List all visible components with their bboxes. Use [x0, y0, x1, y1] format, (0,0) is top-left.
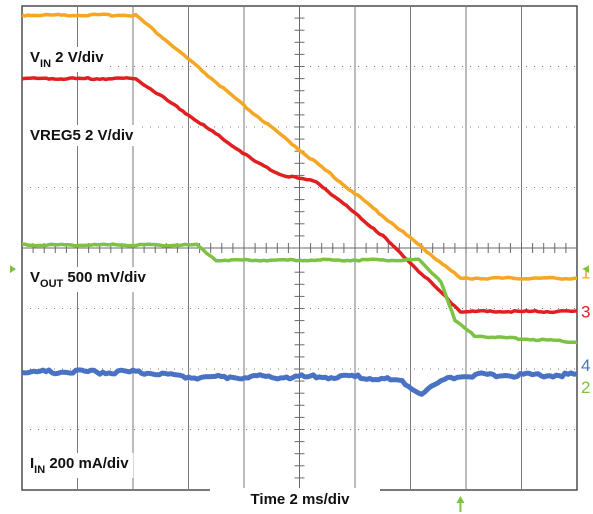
annotation-background: [26, 267, 151, 292]
trigger-position-arrow: [456, 496, 465, 503]
annotation-3: VOUT 500 mV/div: [30, 269, 146, 290]
channel-marker-4: 4: [581, 356, 590, 375]
annotation-background: [26, 453, 134, 478]
annotation-sub: IN: [34, 464, 45, 476]
channel-marker-1: 1: [581, 263, 590, 282]
markers: [10, 265, 589, 512]
annotation-rest: 2 V/div: [51, 49, 104, 66]
annotation-sub: IN: [40, 58, 51, 70]
graticule: [22, 6, 577, 490]
annotation-background: [26, 125, 139, 146]
annotation-4: IIN 200 mA/div: [30, 455, 129, 476]
annotation-sub: OUT: [40, 278, 64, 290]
trace-ch3: [21, 75, 578, 315]
annotation-rest: 500 mV/div: [63, 269, 146, 286]
annotation-1: VIN 2 V/div: [30, 49, 104, 70]
time-scale-label: Time 2 ms/div: [251, 491, 351, 508]
trace-ch4: [21, 367, 578, 397]
annotation-main: V: [30, 49, 40, 66]
annotation-2: VREG5 2 V/div: [30, 127, 134, 144]
annotation-rest: 200 mA/div: [45, 455, 129, 472]
trace-ch1: [21, 12, 577, 281]
traces: 1 3 2 4: [21, 12, 590, 397]
channel-marker-2: 2: [581, 378, 590, 397]
trace-ch2: [22, 242, 578, 345]
annotation-main: I: [30, 455, 34, 472]
channel-marker-3: 3: [581, 303, 590, 322]
trigger-level-arrow-right: [583, 265, 589, 274]
annotation-main: VREG5 2 V/div: [30, 127, 134, 144]
time-label-background: [210, 488, 380, 512]
annotation-background: [26, 47, 109, 72]
annotation-main: V: [30, 269, 40, 286]
trigger-level-arrow-left: [10, 265, 16, 274]
